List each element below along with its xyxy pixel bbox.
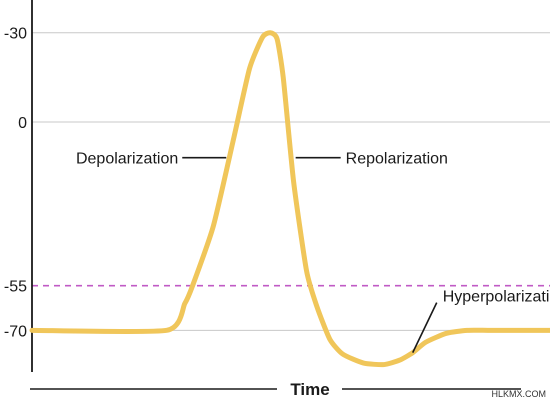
watermark-text: HLKMX.COM — [491, 389, 546, 399]
annotation-hyperpolarization: Hyperpolarization — [443, 289, 550, 306]
x-axis-label-group: Time — [30, 380, 521, 399]
y-tick-label: -70 — [4, 323, 27, 340]
series-layer — [29, 30, 550, 368]
annotations: Depolarization Repolarization Hyperpolariz… — [76, 151, 550, 354]
annotation-leader — [412, 302, 438, 354]
annotation-repolarization: Repolarization — [346, 151, 448, 168]
annotation-depolarization: Depolarization — [76, 151, 178, 168]
y-tick-label: -55 — [4, 279, 27, 296]
y-tick-label: 0 — [18, 115, 27, 132]
x-axis-label: Time — [290, 380, 329, 399]
y-tick-labels: -30 0 -55 -70 — [4, 26, 27, 341]
y-tick-label: -30 — [4, 26, 27, 43]
series-line — [29, 30, 550, 368]
